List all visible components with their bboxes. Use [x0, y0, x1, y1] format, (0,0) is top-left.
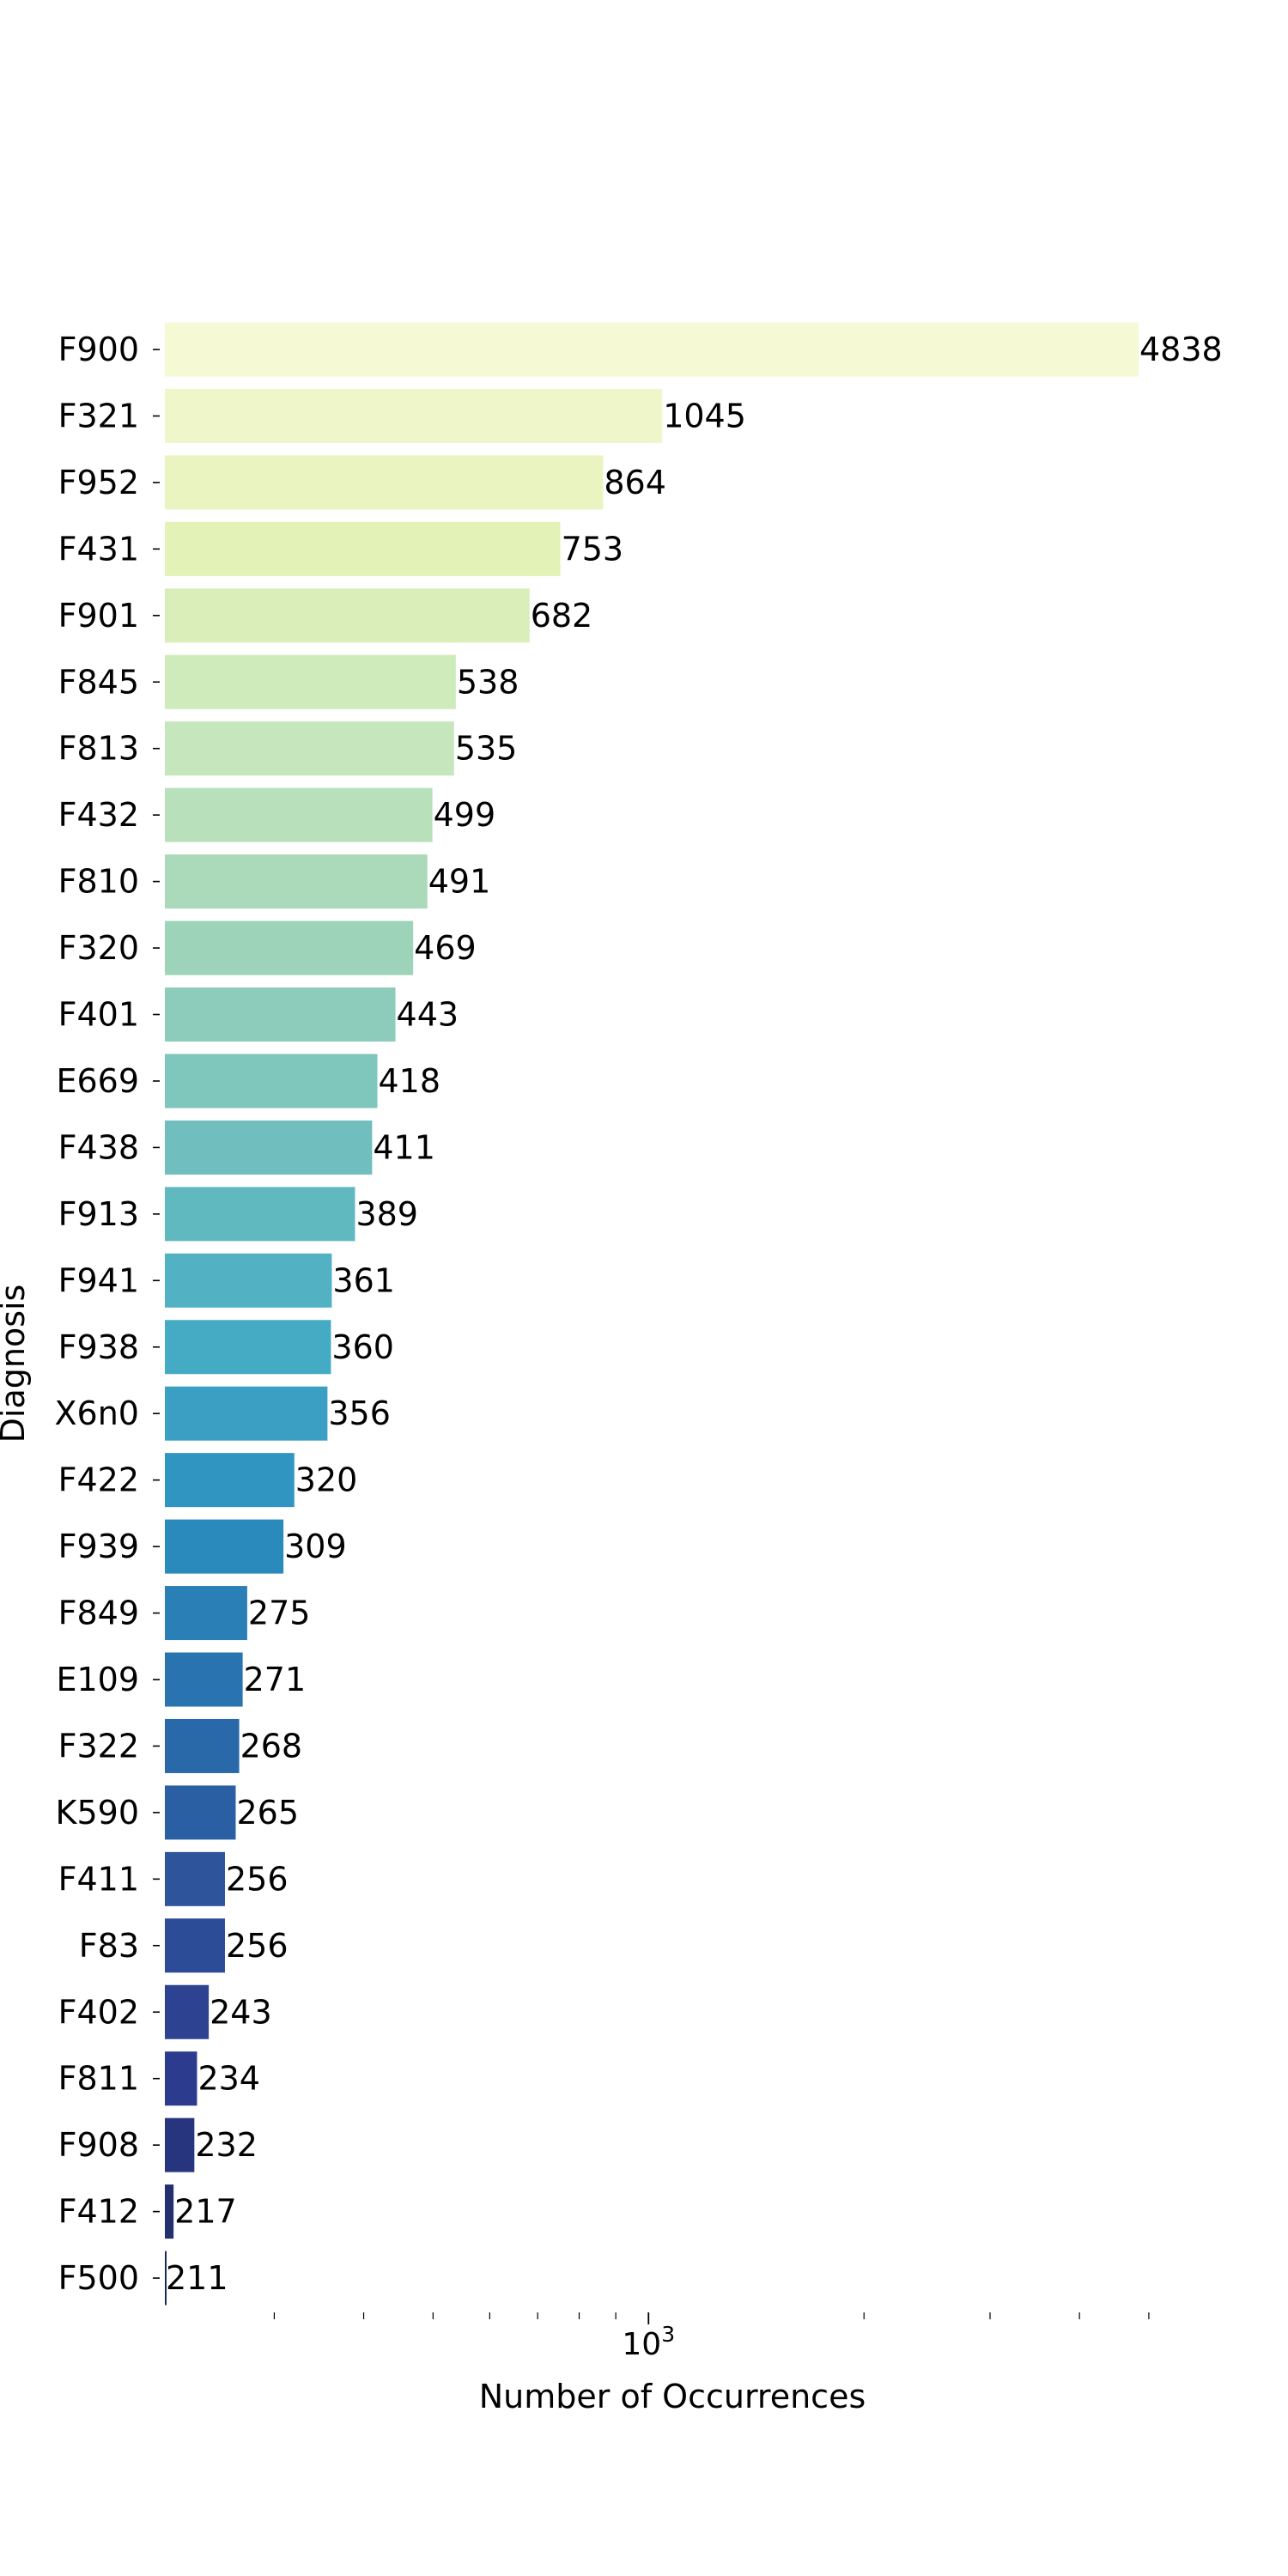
- y-tick-label-e109: E109: [56, 1661, 139, 1698]
- data-label-f908: 232: [195, 2126, 258, 2164]
- bar-f938: [165, 1320, 331, 1375]
- x-axis-label: Number of Occurrences: [479, 2378, 866, 2415]
- data-label-f938: 360: [331, 1328, 394, 1366]
- data-label-f438: 411: [373, 1128, 435, 1166]
- y-tick-label-f320: F320: [58, 929, 139, 967]
- y-tick-label-f845: F845: [58, 663, 139, 701]
- y-tick-label-f412: F412: [58, 2193, 139, 2231]
- data-label-f845: 538: [457, 663, 519, 701]
- y-tick-label-f900: F900: [58, 331, 139, 368]
- bar-f939: [165, 1519, 284, 1574]
- data-label-e669: 418: [378, 1062, 440, 1100]
- bar-f941: [165, 1253, 332, 1308]
- x-major-tick-exponent: 3: [661, 2322, 675, 2347]
- x-major-tick-base: 10: [622, 2327, 661, 2362]
- data-label-f83: 256: [226, 1927, 289, 1965]
- data-label-f901: 682: [531, 597, 593, 635]
- bar-f952: [165, 455, 604, 510]
- data-label-f422: 320: [295, 1461, 358, 1499]
- bar-f849: [165, 1586, 247, 1641]
- data-label-f401: 443: [397, 996, 459, 1034]
- bar-f402: [165, 1984, 210, 2039]
- data-label-f939: 309: [284, 1528, 347, 1565]
- y-tick-label-f431: F431: [58, 530, 139, 568]
- data-label-f321: 1045: [663, 397, 746, 434]
- y-tick-label-x6n0: X6n0: [55, 1394, 139, 1432]
- y-tick-label-k590: K590: [56, 1794, 139, 1832]
- y-tick-label-f939: F939: [58, 1528, 139, 1565]
- y-tick-label-f83: F83: [79, 1927, 139, 1965]
- data-label-x6n0: 356: [328, 1394, 391, 1432]
- data-label-f432: 499: [434, 796, 496, 834]
- bar-k590: [165, 1785, 236, 1840]
- bars-layer: 4838 1045 864 753 682 538 535 499 491 469 443 418 41…: [165, 322, 1223, 2306]
- y-tick-label-f402: F402: [58, 1993, 139, 2031]
- data-label-f402: 243: [210, 1993, 272, 2031]
- y-tick-label-f810: F810: [58, 863, 139, 901]
- bar-f83: [165, 1918, 225, 1973]
- y-tick-label-f811: F811: [58, 2060, 139, 2098]
- data-label-f412: 217: [174, 2193, 237, 2231]
- y-tick-label-f422: F422: [58, 1461, 139, 1499]
- bar-f901: [165, 588, 530, 643]
- data-label-f849: 275: [248, 1595, 311, 1632]
- y-tick-label-f411: F411: [58, 1860, 139, 1898]
- data-label-f811: 234: [197, 2060, 260, 2098]
- y-tick-labels: F900 F321 F952 F431 F901 F845 F813 F432 F810 F320…: [55, 331, 160, 2297]
- y-tick-label-f322: F322: [58, 1727, 139, 1765]
- y-tick-label-f849: F849: [58, 1595, 139, 1632]
- data-label-f411: 256: [226, 1860, 289, 1898]
- y-tick-label-f952: F952: [58, 464, 139, 501]
- data-label-f431: 753: [562, 530, 624, 568]
- bar-e109: [165, 1652, 243, 1707]
- data-label-f500: 211: [166, 2259, 228, 2297]
- bar-f412: [165, 2184, 174, 2239]
- data-label-f900: 4838: [1139, 331, 1223, 368]
- bar-f810: [165, 854, 428, 909]
- bar-f431: [165, 521, 561, 576]
- bar-f422: [165, 1453, 295, 1508]
- bar-f908: [165, 2117, 195, 2172]
- bar-f438: [165, 1120, 373, 1175]
- data-label-f810: 491: [428, 863, 491, 901]
- y-tick-label-f901: F901: [58, 597, 139, 635]
- bar-f913: [165, 1187, 355, 1242]
- y-tick-label-f321: F321: [58, 397, 139, 434]
- bar-f432: [165, 787, 433, 842]
- y-tick-label-f938: F938: [58, 1328, 139, 1366]
- y-tick-label-f500: F500: [58, 2259, 139, 2297]
- data-label-f322: 268: [240, 1727, 303, 1765]
- data-label-f941: 361: [332, 1261, 395, 1299]
- bar-x6n0: [165, 1386, 328, 1441]
- y-tick-label-f813: F813: [58, 730, 139, 768]
- data-label-e109: 271: [244, 1661, 307, 1698]
- bar-f811: [165, 2051, 197, 2106]
- y-tick-label-f908: F908: [58, 2126, 139, 2164]
- data-label-f952: 864: [604, 464, 666, 501]
- x-major-tick-label: 103: [622, 2322, 675, 2362]
- bar-f401: [165, 987, 396, 1042]
- y-tick-label-f941: F941: [58, 1261, 139, 1299]
- y-tick-label-f438: F438: [58, 1128, 139, 1166]
- bar-f322: [165, 1718, 240, 1773]
- y-axis-label: Diagnosis: [0, 1285, 32, 1443]
- y-tick-label-f401: F401: [58, 996, 139, 1034]
- y-tick-label-e669: E669: [56, 1062, 139, 1100]
- bar-f900: [165, 322, 1139, 377]
- y-tick-label-f432: F432: [58, 796, 139, 834]
- bar-f813: [165, 721, 454, 776]
- data-label-f320: 469: [414, 929, 477, 967]
- bar-f320: [165, 920, 414, 975]
- y-tick-label-f913: F913: [58, 1195, 139, 1233]
- data-label-f813: 535: [455, 730, 518, 768]
- bar-e669: [165, 1054, 378, 1109]
- data-label-k590: 265: [236, 1794, 299, 1832]
- bar-f500: [165, 2251, 167, 2306]
- bar-f321: [165, 388, 663, 443]
- bar-f411: [165, 1851, 225, 1906]
- x-axis-ticks: [273, 2312, 1150, 2324]
- bar-f845: [165, 654, 456, 709]
- data-label-f913: 389: [355, 1195, 418, 1233]
